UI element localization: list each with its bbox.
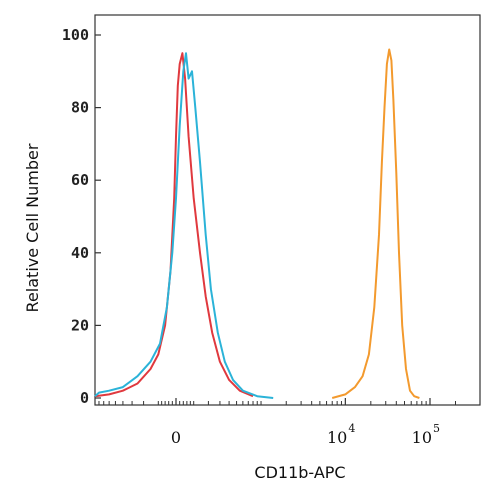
plot-frame <box>94 14 481 406</box>
y-tick-label: 20 <box>71 316 89 334</box>
series-line <box>331 48 420 399</box>
x-tick-label: 0 <box>171 428 181 447</box>
y-tick-label: 60 <box>71 171 89 189</box>
x-tick-exponent: 4 <box>348 422 355 435</box>
y-tick-label: 0 <box>80 389 89 407</box>
x-tick-label: 10 <box>412 428 432 447</box>
series-line <box>94 52 254 398</box>
x-axis-title: CD11b-APC <box>254 463 345 482</box>
x-tick-label: 10 <box>327 428 347 447</box>
y-axis-title: Relative Cell Number <box>23 143 42 312</box>
y-tick-label: 100 <box>62 26 89 44</box>
y-tick-label: 80 <box>71 99 89 117</box>
series-line <box>94 52 274 399</box>
x-tick-exponent: 5 <box>433 422 440 435</box>
y-tick-label: 40 <box>71 244 89 262</box>
series-lines <box>94 48 420 399</box>
